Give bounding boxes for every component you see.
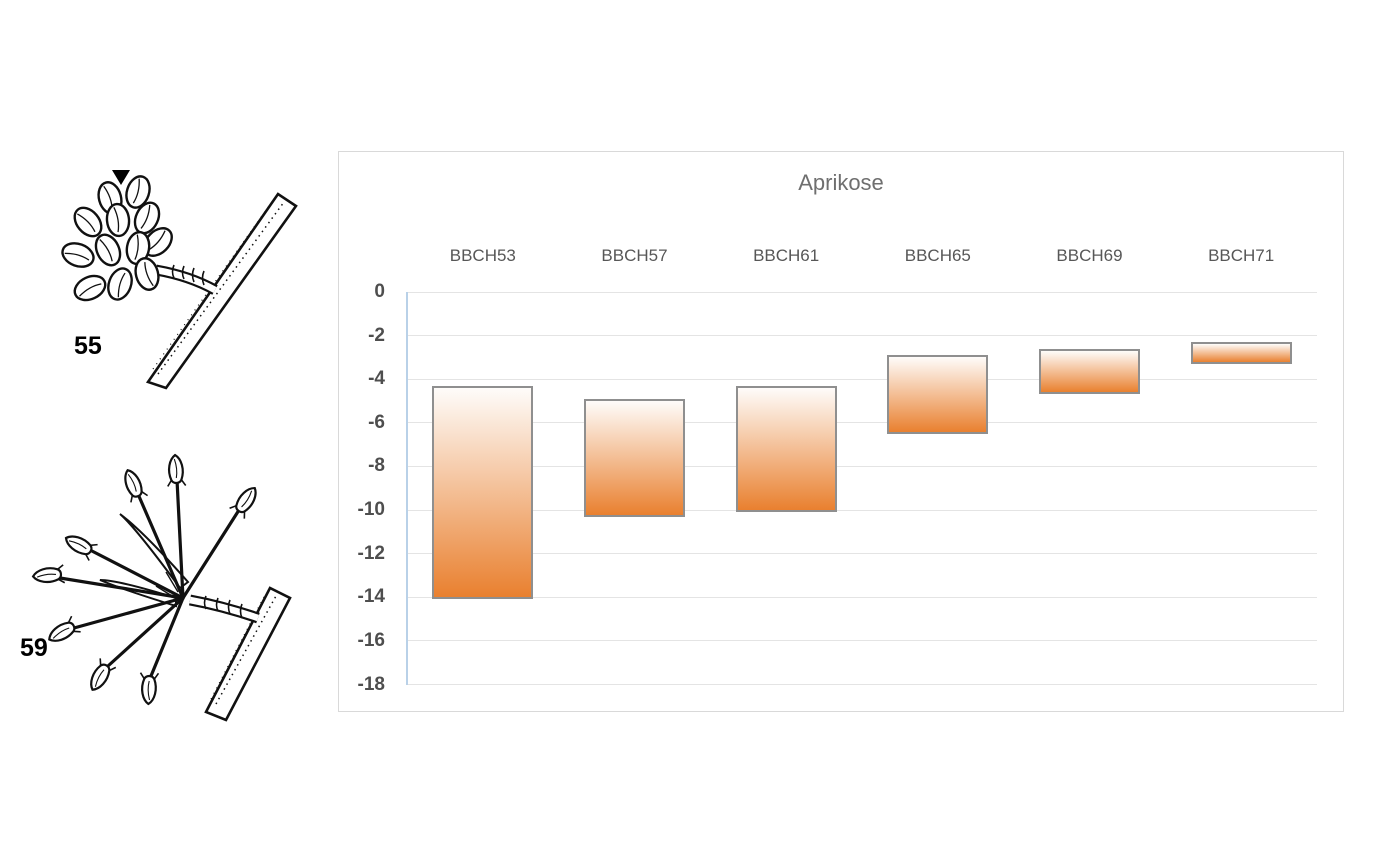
y-axis-tick-label: -4: [368, 368, 385, 390]
plot-gridline: [407, 509, 1317, 511]
category-label-bbch53: BBCH53: [449, 246, 516, 265]
y-axis-line: [406, 292, 408, 685]
stage59-label: 59: [20, 634, 48, 662]
category-label-bbch61: BBCH61: [753, 246, 820, 265]
branch: [204, 586, 292, 722]
plot-gridline: [407, 378, 1317, 380]
y-axis-tick-label: -10: [357, 499, 385, 521]
closed-buds: [58, 172, 179, 306]
stage55-label: 55: [74, 332, 102, 360]
range-bar-bbch71: [1190, 342, 1292, 364]
bud-stem: [155, 264, 218, 295]
y-axis-tick-label: -16: [357, 629, 385, 651]
range-bar-bbch69: [1039, 348, 1140, 395]
y-axis-tick-label: -14: [357, 586, 385, 608]
bud-stem: [189, 594, 260, 624]
aprikose-frost-hardiness-chart: Aprikose 0 -2 -4 -6 -8 -10 -12 -14 -16 -18 BBCH53 B…: [338, 151, 1344, 712]
y-axis-tick-label: -12: [357, 542, 385, 564]
plot-gridline: [407, 553, 1317, 555]
plot-gridline: [407, 465, 1317, 467]
range-bar-bbch57: [584, 398, 685, 517]
plot-gridline: [407, 596, 1317, 598]
y-axis-tick-label: 0: [374, 281, 385, 302]
y-axis-tick-label: -8: [368, 455, 385, 477]
category-label-bbch69: BBCH69: [1056, 246, 1123, 265]
y-axis-tick-label: -6: [368, 411, 385, 433]
y-axis-tick-label: -2: [368, 324, 385, 346]
range-bar-bbch53: [432, 385, 534, 600]
category-label-bbch71: BBCH71: [1208, 246, 1275, 265]
chart-title: Aprikose: [798, 170, 884, 195]
branch: [145, 192, 298, 390]
plot-gridline: [407, 335, 1317, 337]
plot-gridline: [407, 422, 1317, 424]
category-label-bbch65: BBCH65: [904, 246, 971, 265]
plot-gridline: [407, 640, 1317, 642]
range-bar-bbch61: [735, 385, 837, 513]
pedicels: [58, 478, 241, 678]
plot-gridline: [407, 684, 1317, 685]
range-bar-bbch65: [887, 355, 989, 434]
pointer-triangle-marker: [112, 170, 130, 185]
plot-gridline: [407, 291, 1317, 293]
bbch59-flower-buds-illustration: [31, 453, 292, 722]
bbch55-bud-cluster-illustration: [58, 170, 298, 390]
y-axis-tick-label: -18: [357, 673, 385, 695]
category-label-bbch57: BBCH57: [601, 246, 668, 265]
